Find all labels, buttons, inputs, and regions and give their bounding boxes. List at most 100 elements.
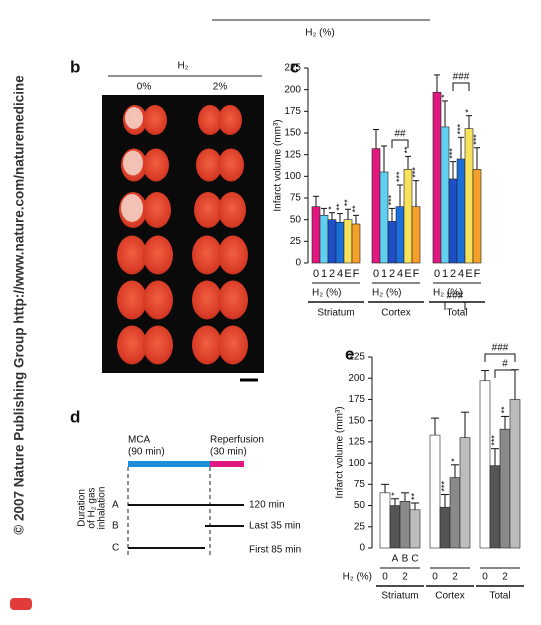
bar (459, 437, 471, 549)
bar (439, 506, 451, 549)
slice (218, 192, 246, 228)
significance: *** (471, 134, 481, 145)
y-tick-label: 100 (284, 171, 301, 182)
y-tick-label: 150 (348, 415, 365, 426)
y-tick-label: 225 (284, 63, 301, 74)
slice (143, 192, 171, 228)
bar (472, 169, 482, 264)
slice (192, 325, 222, 365)
slices (117, 105, 248, 365)
category-label: Cortex (435, 591, 464, 602)
x-tick-label: F (474, 268, 481, 280)
slice (143, 235, 173, 275)
bar (311, 206, 321, 264)
y-tick-label: 125 (284, 149, 301, 160)
significance: ** (402, 146, 412, 154)
slice (117, 325, 147, 365)
category-label: Cortex (381, 308, 410, 319)
dose-label: 2 (452, 572, 458, 583)
x-tick-label: 4 (458, 268, 464, 280)
top-label: H₂ (%) (305, 28, 334, 39)
x-tick-label: 1 (321, 268, 327, 280)
bracket-label: # (502, 359, 508, 370)
bar (399, 501, 411, 549)
bracket (494, 369, 516, 378)
category-label: Striatum (381, 591, 418, 602)
bar (464, 128, 474, 264)
bar (403, 169, 413, 264)
y-tick-label: 50 (290, 214, 302, 225)
phase-time: (90 min) (128, 447, 165, 458)
y-tick-label: 150 (284, 128, 301, 139)
bar (351, 223, 361, 264)
x-tick-label: 2 (450, 268, 456, 280)
bar (371, 148, 381, 264)
bracket (444, 301, 466, 310)
slice (143, 325, 173, 365)
x-sublabel: H₂ (%) (343, 572, 372, 583)
y-label-line: Duration (77, 489, 88, 527)
x-sublabel: H₂ (%) (372, 288, 401, 299)
category-label: Total (489, 591, 510, 602)
slice (143, 105, 167, 135)
logo (10, 598, 32, 610)
bar (432, 91, 442, 264)
bar (389, 505, 401, 549)
phase-label: MCA (128, 435, 151, 446)
y-axis-label: Infarct volume (mm³) (273, 119, 284, 211)
significance: ** (350, 205, 360, 213)
bar (335, 221, 345, 264)
x-tick-label: F (413, 268, 420, 280)
y-tick-label: 25 (290, 236, 302, 247)
category-label: Total (446, 308, 467, 319)
slice (198, 105, 222, 135)
dose-label: 0 (382, 572, 388, 583)
slice (143, 280, 173, 320)
row-label: C (112, 543, 119, 554)
x-tick-label: C (411, 554, 418, 565)
significance: ** (334, 203, 344, 211)
y-tick-label: 125 (348, 437, 365, 448)
y-axis-label: Infarct volume (mm³) (335, 406, 346, 498)
slice (117, 235, 147, 275)
y-tick-label: 75 (354, 479, 366, 490)
bar (395, 206, 405, 264)
y-tick-label: 0 (295, 258, 301, 269)
slice (218, 148, 244, 182)
slice (143, 148, 169, 182)
significance: *** (447, 148, 457, 159)
y-tick-label: 25 (354, 521, 366, 532)
bar (479, 380, 491, 549)
slice (218, 105, 242, 135)
y-tick-label: 225 (348, 352, 365, 363)
significance: * (449, 458, 459, 462)
bar (343, 219, 353, 264)
slice (196, 148, 222, 182)
dose-label: 2 (402, 572, 408, 583)
bar (499, 428, 511, 549)
y-tick-label: 175 (348, 394, 365, 405)
phase-label: Reperfusion (210, 435, 264, 446)
x-tick-label: E (465, 268, 472, 280)
bracket-label: ### (453, 72, 470, 83)
x-tick-label: F (353, 268, 360, 280)
slice (218, 235, 248, 275)
bar (456, 158, 466, 264)
x-tick-label: 0 (373, 268, 379, 280)
x-tick-label: E (404, 268, 411, 280)
dose-label: 2 (502, 572, 508, 583)
bar (387, 221, 397, 264)
significance: *** (489, 435, 499, 446)
bar (448, 178, 458, 264)
y-tick-label: 175 (284, 106, 301, 117)
significance: * (463, 109, 473, 113)
column-label: 2% (213, 82, 228, 93)
significance: *** (455, 123, 465, 134)
row-label: B (112, 521, 119, 532)
y-tick-label: 50 (354, 500, 366, 511)
panel-letter: b (70, 57, 80, 76)
infarct (121, 194, 143, 222)
bar (509, 399, 521, 549)
significance: ** (409, 493, 419, 501)
